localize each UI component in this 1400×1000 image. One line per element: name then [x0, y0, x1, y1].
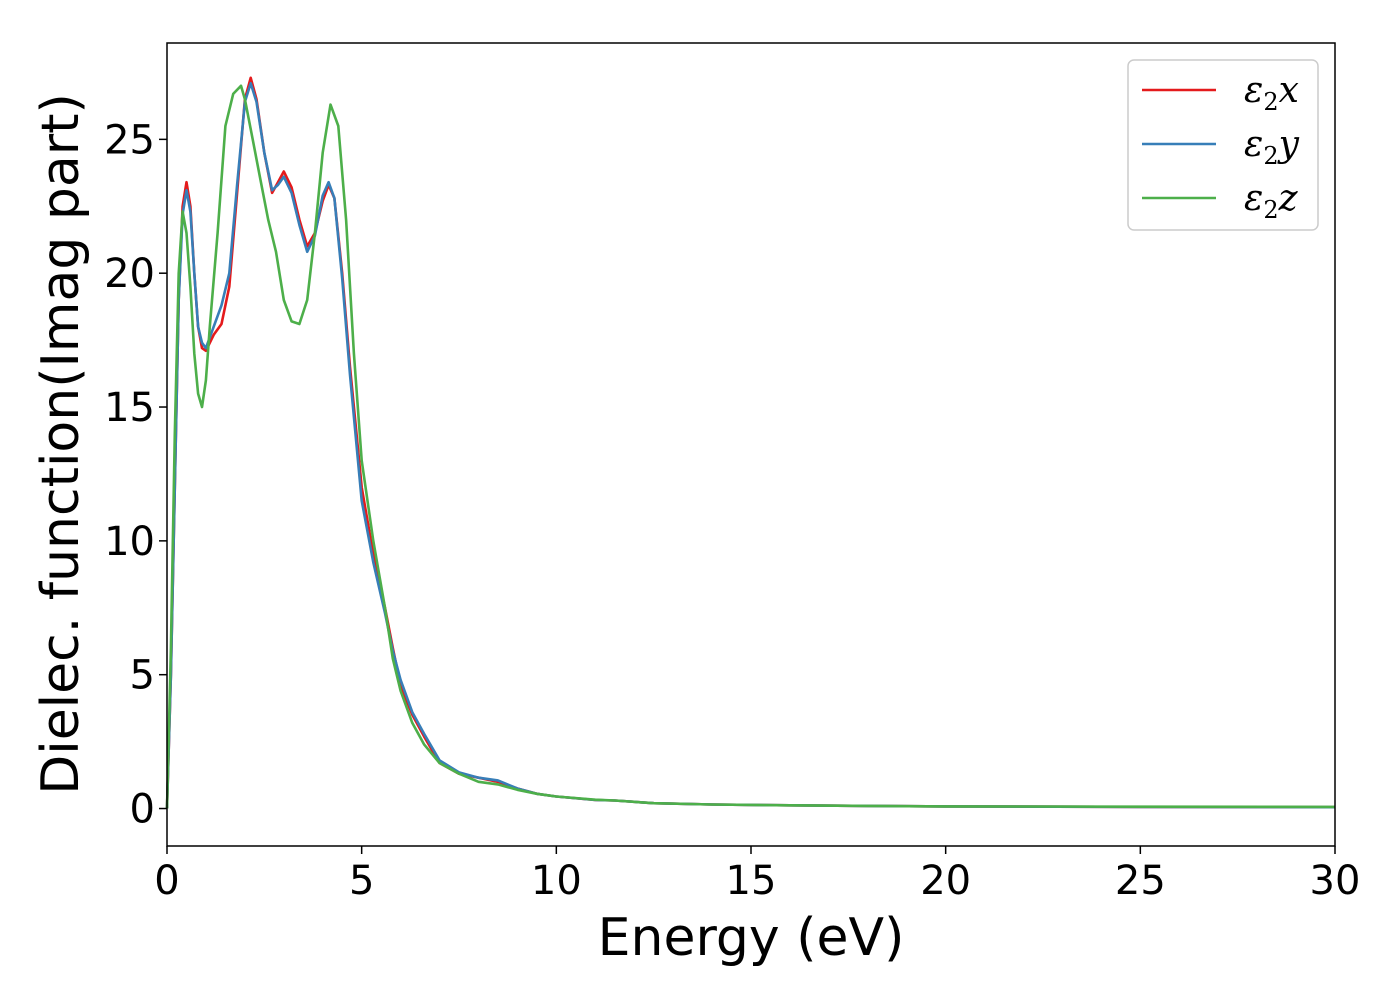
legend-box	[1127, 59, 1319, 231]
y-tick-label: 5	[130, 653, 155, 699]
series-lines	[165, 76, 1336, 809]
legend-label-y: ε2y	[1244, 124, 1300, 170]
y-axis-title: Dielec. function(Imag part)	[31, 93, 91, 795]
y-tick-label: 15	[104, 385, 155, 431]
x-axis-ticks: 0 5 10 15 20 25 30	[154, 846, 1360, 904]
y-axis-ticks: 0 5 10 15 20 25	[104, 117, 167, 833]
x-tick-label: 25	[1115, 858, 1166, 904]
plot-frame	[166, 42, 1336, 847]
y-tick-label: 25	[104, 117, 155, 163]
y-tick-label: 0	[130, 787, 155, 833]
x-axis-title: Energy (eV)	[598, 908, 905, 968]
x-tick-label: 20	[920, 858, 971, 904]
series-line-z	[165, 84, 1336, 809]
legend: ε2x ε2y ε2z	[1127, 59, 1319, 231]
x-tick-label: 15	[726, 858, 777, 904]
x-tick-label: 0	[154, 858, 179, 904]
x-tick-label: 30	[1310, 858, 1361, 904]
x-tick-label: 5	[349, 858, 374, 904]
y-tick-label: 20	[104, 251, 155, 297]
legend-label-z: ε2z	[1244, 178, 1299, 224]
x-tick-label: 10	[531, 858, 582, 904]
legend-label-x: ε2x	[1244, 70, 1299, 116]
y-tick-label: 10	[104, 519, 155, 565]
